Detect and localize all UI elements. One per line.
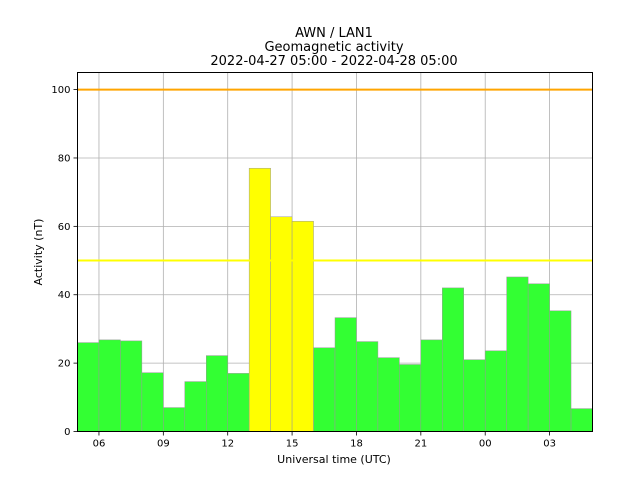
x-tick-label: 09 bbox=[157, 439, 170, 450]
chart-title-line-3: 2022-04-27 05:00 - 2022-04-28 05:00 bbox=[210, 54, 457, 69]
bar bbox=[484, 350, 507, 432]
bar bbox=[227, 373, 250, 432]
y-axis-label: Activity (nT) bbox=[32, 219, 45, 286]
y-tick-label: 60 bbox=[58, 222, 71, 233]
threshold-lines bbox=[77, 88, 593, 262]
bar bbox=[206, 355, 228, 432]
x-tick-label: 03 bbox=[543, 439, 556, 450]
bars bbox=[77, 167, 593, 432]
bar bbox=[313, 347, 336, 432]
bar bbox=[463, 359, 486, 432]
y-tick-label: 40 bbox=[58, 290, 71, 301]
x-tick-label: 00 bbox=[479, 439, 492, 450]
x-tick-label: 21 bbox=[414, 439, 427, 450]
bar bbox=[120, 340, 143, 432]
bar bbox=[248, 167, 271, 432]
bar bbox=[141, 372, 164, 432]
x-tick-label: 12 bbox=[221, 439, 234, 450]
bar bbox=[270, 216, 293, 432]
bar bbox=[399, 364, 422, 432]
bar bbox=[334, 317, 357, 432]
y-tick-label: 100 bbox=[51, 85, 70, 96]
y-tick-label: 0 bbox=[64, 427, 70, 438]
chart-title-line-2: Geomagnetic activity bbox=[264, 40, 403, 55]
bar bbox=[184, 381, 207, 432]
plot-frame bbox=[77, 72, 593, 432]
bar bbox=[98, 339, 121, 432]
bar bbox=[77, 342, 100, 432]
bar bbox=[291, 220, 314, 432]
x-tick-label: 15 bbox=[286, 439, 299, 450]
bar bbox=[506, 276, 529, 432]
axis-ticks: 0 20 40 60 80 100 06 09 12 15 18 21 00 03 bbox=[51, 85, 556, 449]
bar bbox=[377, 357, 400, 432]
bar bbox=[527, 283, 550, 432]
chart-title-line-1: AWN / LAN1 bbox=[295, 26, 373, 41]
bar bbox=[442, 287, 464, 432]
bar bbox=[163, 407, 186, 432]
x-tick-label: 06 bbox=[93, 439, 106, 450]
x-tick-label: 18 bbox=[350, 439, 363, 450]
y-tick-label: 80 bbox=[58, 153, 71, 164]
bar bbox=[356, 341, 379, 432]
bar bbox=[549, 310, 572, 432]
bar bbox=[570, 408, 593, 432]
bar bbox=[420, 339, 443, 432]
y-tick-label: 20 bbox=[58, 359, 71, 370]
x-axis-label: Universal time (UTC) bbox=[277, 453, 391, 466]
